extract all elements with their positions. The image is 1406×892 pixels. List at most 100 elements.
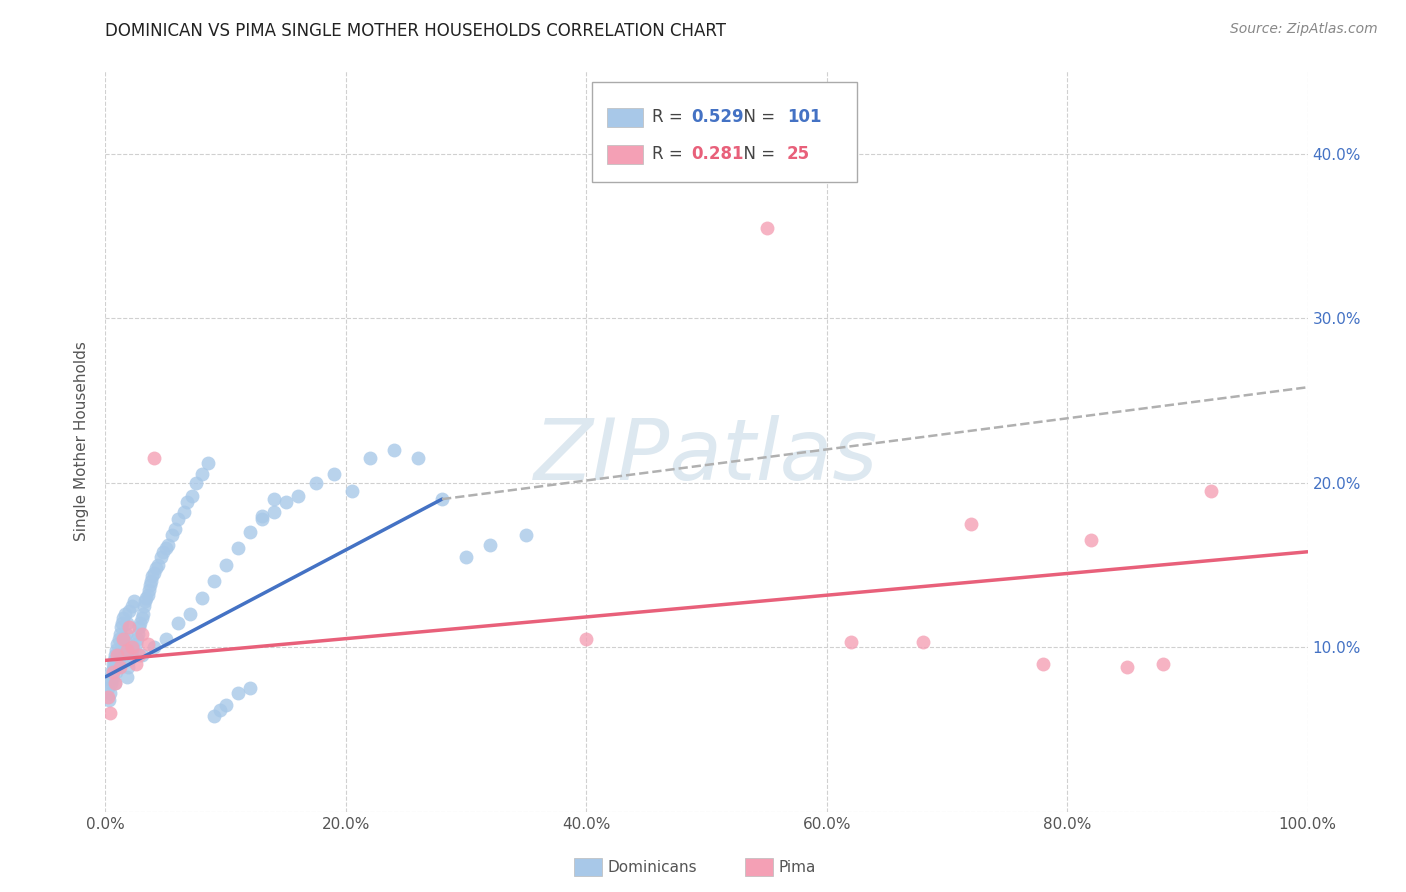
Point: [131, 648, 153, 663]
Point: [107, 632, 129, 646]
Point: [132, 599, 155, 613]
Point: [1116, 660, 1139, 674]
Point: [108, 627, 131, 641]
Text: Source: ZipAtlas.com: Source: ZipAtlas.com: [1230, 22, 1378, 37]
Point: [110, 643, 132, 657]
Text: 101: 101: [787, 108, 821, 127]
Point: [107, 648, 129, 663]
Text: N =: N =: [733, 108, 780, 127]
Point: [202, 709, 225, 723]
Text: ZIPatlas: ZIPatlas: [534, 415, 879, 498]
Point: [114, 607, 136, 622]
Point: [131, 627, 153, 641]
Point: [101, 670, 124, 684]
Point: [149, 549, 172, 564]
Point: [125, 632, 148, 646]
Point: [515, 528, 537, 542]
Point: [121, 643, 143, 657]
Point: [112, 632, 135, 646]
Point: [98, 686, 121, 700]
Point: [108, 660, 131, 674]
Point: [176, 495, 198, 509]
Text: 0.529: 0.529: [690, 108, 744, 127]
Point: [141, 569, 163, 583]
Point: [142, 640, 165, 655]
Point: [131, 610, 153, 624]
Point: [115, 670, 138, 684]
Point: [129, 615, 152, 630]
Point: [166, 615, 188, 630]
Point: [111, 640, 134, 655]
Point: [107, 637, 129, 651]
Point: [128, 648, 150, 663]
Point: [136, 588, 159, 602]
Point: [359, 450, 381, 465]
Point: [111, 615, 134, 630]
Point: [190, 467, 212, 482]
Point: [911, 635, 934, 649]
Point: [138, 582, 160, 597]
Point: [145, 561, 167, 575]
Y-axis label: Single Mother Households: Single Mother Households: [75, 342, 90, 541]
Point: [115, 643, 138, 657]
Point: [121, 599, 143, 613]
FancyBboxPatch shape: [592, 82, 856, 183]
Point: [148, 558, 170, 572]
Point: [117, 660, 139, 674]
Point: [107, 660, 129, 674]
Point: [160, 528, 183, 542]
Point: [115, 615, 138, 630]
Point: [134, 594, 156, 608]
Point: [179, 607, 201, 622]
Point: [142, 450, 165, 465]
Point: [165, 522, 187, 536]
Point: [430, 492, 453, 507]
Point: [155, 632, 177, 646]
Point: [208, 703, 231, 717]
Point: [122, 640, 145, 655]
Point: [250, 508, 273, 523]
Point: [479, 538, 502, 552]
Point: [263, 505, 285, 519]
Point: [110, 620, 132, 634]
Point: [114, 632, 136, 646]
Point: [960, 516, 983, 531]
Point: [190, 591, 212, 605]
Point: [214, 558, 236, 572]
Point: [132, 607, 155, 622]
FancyBboxPatch shape: [607, 109, 643, 127]
Point: [107, 653, 129, 667]
Text: Dominicans: Dominicans: [607, 860, 697, 874]
FancyBboxPatch shape: [607, 145, 643, 164]
Point: [124, 637, 146, 651]
Point: [136, 637, 159, 651]
Point: [454, 549, 477, 564]
Point: [202, 574, 225, 589]
Point: [263, 492, 285, 507]
Point: [305, 475, 328, 490]
Point: [105, 665, 128, 679]
Point: [104, 676, 127, 690]
Point: [1201, 483, 1223, 498]
Point: [197, 456, 219, 470]
Point: [575, 632, 598, 646]
Point: [100, 676, 122, 690]
Text: DOMINICAN VS PIMA SINGLE MOTHER HOUSEHOLDS CORRELATION CHART: DOMINICAN VS PIMA SINGLE MOTHER HOUSEHOL…: [105, 22, 727, 40]
Text: R =: R =: [652, 108, 689, 127]
Point: [1032, 657, 1054, 671]
Point: [101, 657, 124, 671]
Point: [120, 648, 142, 663]
Point: [322, 467, 344, 482]
Point: [239, 524, 262, 539]
Point: [287, 489, 309, 503]
Point: [104, 676, 127, 690]
Point: [118, 620, 141, 634]
Point: [98, 706, 121, 720]
Point: [112, 637, 135, 651]
Point: [139, 574, 162, 589]
Point: [173, 505, 195, 519]
Point: [108, 648, 131, 663]
Point: [112, 610, 135, 624]
Point: [184, 475, 207, 490]
Point: [1080, 533, 1102, 548]
